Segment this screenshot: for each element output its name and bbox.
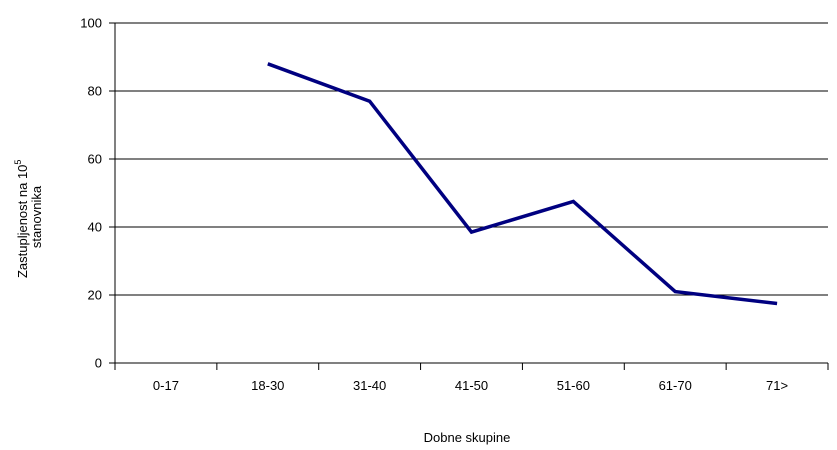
- y-axis-title-line1: Zastupljenost na 10: [15, 165, 30, 278]
- x-tick-label: 51-60: [557, 378, 590, 393]
- x-tick-label: 31-40: [353, 378, 386, 393]
- y-axis-title-line2: stanovnika: [29, 185, 44, 248]
- axes: [114, 23, 828, 370]
- gridlines: [115, 22, 828, 296]
- y-tick-label: 100: [80, 16, 102, 31]
- y-axis-title-superscript: 5: [13, 160, 23, 165]
- x-axis-title: Dobne skupine: [424, 430, 511, 445]
- y-axis-title: Zastupljenost na 105 stanovnika: [9, 156, 44, 278]
- series-line: [267, 62, 778, 306]
- y-tick-label: 80: [88, 84, 102, 99]
- series-group: [267, 62, 778, 306]
- x-tick-label: 41-50: [455, 378, 488, 393]
- x-tick-label: 0-17: [153, 378, 179, 393]
- y-tick-label: 60: [88, 152, 102, 167]
- x-tick-label: 18-30: [251, 378, 284, 393]
- y-tick-label: 0: [95, 356, 102, 371]
- y-tick-label: 20: [88, 288, 102, 303]
- x-tick-label: 71>: [766, 378, 788, 393]
- y-tick-label: 40: [88, 220, 102, 235]
- x-axis-ticks: 0-17 18-30 31-40 41-50 51-60 61-70 71>: [153, 363, 829, 393]
- x-tick-label: 61-70: [659, 378, 692, 393]
- y-axis-ticks: 0 20 40 60 80 100: [80, 16, 115, 371]
